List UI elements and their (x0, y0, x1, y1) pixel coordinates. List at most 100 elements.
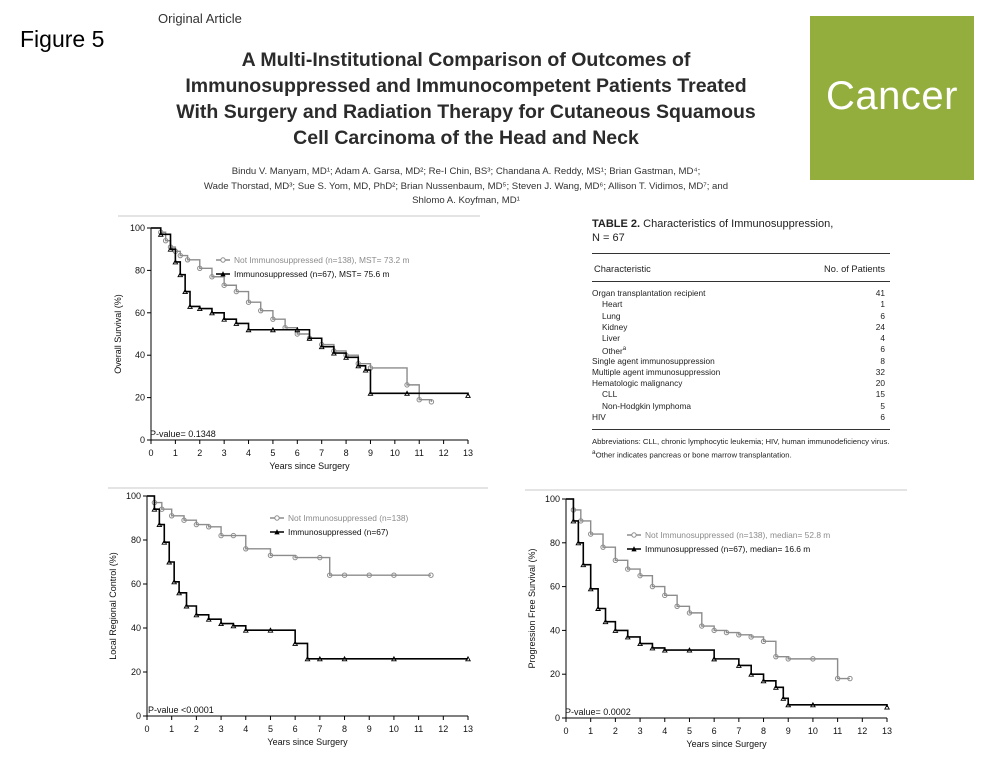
os-x-tick-label: 8 (344, 448, 349, 458)
lrc-legend-label: Immunosuppressed (n=67) (288, 527, 389, 537)
table-cell-value: 8 (880, 355, 885, 366)
lrc-y-tick-label: 80 (131, 535, 141, 545)
os-x-tick-label: 12 (439, 448, 449, 458)
os-censor-marker (343, 354, 350, 360)
lrc-y-axis-label: Local Regional Control (%) (108, 552, 118, 660)
os-x-tick-label: 10 (390, 448, 400, 458)
lrc-x-tick-label: 12 (438, 724, 448, 734)
characteristics-table: TABLE 2. Characteristics of Immunosuppre… (592, 218, 890, 461)
pfs-censor-marker (884, 704, 890, 710)
pfs-x-tick-label: 1 (588, 726, 593, 736)
pfs-legend-marker (631, 546, 637, 552)
table-cell-value: 6 (880, 344, 885, 355)
lrc-x-tick-label: 2 (194, 724, 199, 734)
table-header-rule (592, 281, 890, 282)
table-row: CLL 15 (592, 389, 890, 400)
pfs-censor-marker (575, 539, 582, 546)
pfs-censor-marker (595, 605, 602, 611)
table-row: Single agent immunosuppression 8 (592, 356, 890, 367)
pfs-y-tick-label: 0 (555, 713, 560, 723)
table-cell-value: 24 (875, 321, 885, 332)
lrc-censor-marker (390, 655, 397, 662)
table-cell-label: Organ transplantation recipient (592, 288, 706, 298)
pfs-p-value: P-value= 0.0002 (565, 707, 631, 717)
os-censor-marker (245, 299, 252, 305)
os-x-tick-label: 9 (368, 448, 373, 458)
pfs-x-tick-label: 6 (712, 726, 717, 736)
pfs-x-axis-label: Years since Surgery (686, 739, 767, 749)
table-abbreviations: Abbreviations: CLL, chronic lymphocytic … (592, 437, 890, 446)
pfs-censor-marker (661, 647, 668, 653)
os-x-tick-label: 1 (173, 448, 178, 458)
pfs-censor-marker (674, 603, 680, 610)
os-y-tick-label: 100 (130, 223, 145, 233)
pfs-censor-marker (587, 531, 594, 537)
pfs-censor-marker (637, 572, 643, 579)
lrc-series-line (147, 495, 431, 576)
lrc-x-tick-label: 4 (243, 724, 248, 734)
os-x-tick-label: 7 (319, 448, 324, 458)
lrc-x-tick-label: 13 (463, 724, 473, 734)
os-y-axis-label: Overall Survival (%) (113, 294, 123, 374)
pfs-censor-marker (760, 638, 767, 645)
table-row: Heart 1 (592, 299, 890, 310)
os-x-tick-label: 4 (246, 448, 251, 458)
os-censor-marker (184, 257, 191, 263)
lrc-y-tick-label: 100 (126, 491, 141, 501)
pfs-x-tick-label: 5 (687, 726, 692, 736)
lrc-x-tick-label: 6 (293, 724, 298, 734)
table-cell-label: Heart (602, 299, 623, 310)
lrc-censor-marker (156, 521, 163, 528)
os-censor-marker (233, 288, 240, 295)
table-cell-value: 32 (875, 366, 885, 377)
lrc-legend-label: Not Immunosuppressed (n=138) (288, 513, 409, 523)
pfs-censor-marker (711, 627, 717, 634)
pfs-censor-marker (637, 640, 644, 646)
table-cell-label: Lung (602, 310, 621, 321)
os-x-axis-label: Years since Surgery (269, 461, 350, 471)
lrc-censor-marker (193, 611, 200, 618)
os-censor-marker (233, 320, 240, 326)
os-censor-marker (196, 305, 203, 312)
lrc-y-tick-label: 0 (136, 711, 141, 721)
lrc-censor-marker (341, 572, 348, 578)
table-cell-value: 1 (880, 299, 885, 310)
os-censor-marker (209, 309, 215, 316)
pfs-censor-marker (785, 656, 791, 662)
lrc-censor-marker (316, 655, 323, 662)
pfs-censor-marker (760, 677, 767, 684)
author-line: Bindu V. Manyam, MD¹; Adam A. Garsa, MD²… (231, 166, 701, 177)
pfs-censor-marker (600, 544, 606, 550)
pfs-censor-marker (649, 644, 656, 651)
table-cell-value: 15 (875, 389, 885, 400)
os-censor-marker (269, 326, 276, 333)
table-caption-n: N = 67 (592, 231, 625, 244)
pfs-x-tick-label: 10 (808, 726, 818, 736)
os-x-tick-label: 13 (463, 448, 473, 458)
os-y-tick-label: 80 (135, 265, 145, 275)
os-censor-marker (416, 397, 422, 403)
lrc-censor-marker (230, 622, 237, 629)
table-row: Liver 4 (592, 333, 890, 344)
lrc-x-tick-label: 3 (219, 724, 224, 734)
pfs-y-tick-label: 60 (550, 582, 560, 592)
pfs-x-tick-label: 3 (638, 726, 643, 736)
table-top-rule (592, 253, 890, 254)
pfs-censor-marker (686, 610, 693, 616)
title-line: A Multi-Institutional Comparison of Outc… (241, 49, 691, 71)
table-cell-label: Single agent immunosuppression (592, 355, 715, 366)
table-row: Kidney 24 (592, 322, 890, 333)
lrc-x-tick-label: 0 (144, 724, 149, 734)
lrc-legend-marker (274, 529, 280, 535)
os-censor-marker (162, 238, 169, 244)
lrc-censor-marker (230, 532, 237, 539)
os-legend-marker (220, 271, 226, 277)
os-censor-marker (221, 282, 227, 288)
lrc-censor-marker (206, 524, 212, 530)
lrc-censor-marker (171, 578, 178, 585)
lrc-x-tick-label: 8 (342, 724, 347, 734)
pfs-censor-marker (809, 701, 816, 708)
pfs-censor-marker (748, 634, 754, 640)
pfs-x-tick-label: 11 (833, 726, 842, 736)
lrc-censor-marker (341, 655, 348, 662)
